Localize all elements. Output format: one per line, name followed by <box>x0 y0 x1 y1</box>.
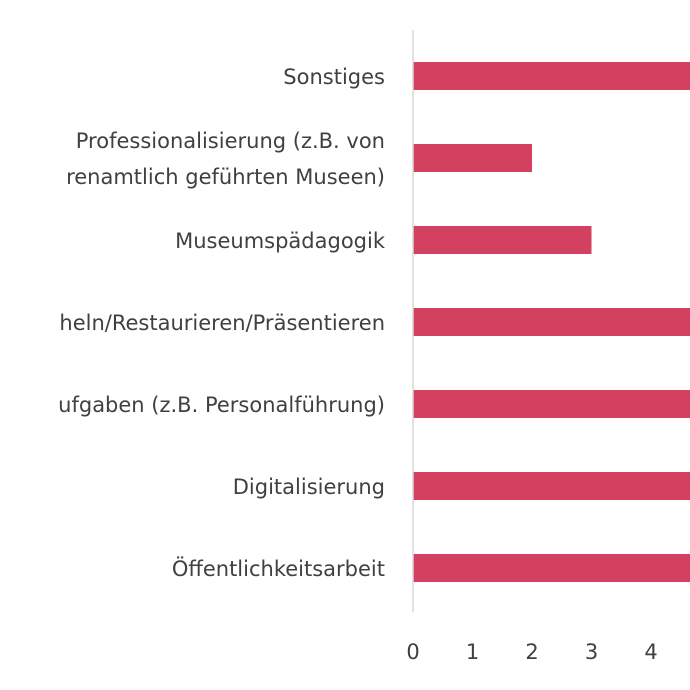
x-tick-label-1: 1 <box>466 640 479 664</box>
category-label-6: Öffentlichkeitsarbeit <box>172 556 385 581</box>
bars-layer <box>413 62 690 582</box>
category-label-3: heln/Restaurieren/Präsentieren <box>59 311 385 335</box>
bar-0 <box>413 62 690 90</box>
x-axis-ticks: 0 1 2 3 4 <box>406 640 657 664</box>
category-label-2: Museumspädagogik <box>175 229 386 253</box>
x-tick-label-4: 4 <box>644 640 657 664</box>
category-label-4: ufgaben (z.B. Personalführung) <box>58 393 385 417</box>
x-tick-label-2: 2 <box>525 640 538 664</box>
bar-5 <box>413 472 690 500</box>
category-label-1-line-1: renamtlich geführten Museen) <box>66 165 385 189</box>
bar-1 <box>413 144 532 172</box>
bar-2 <box>413 226 592 254</box>
x-tick-label-0: 0 <box>406 640 419 664</box>
bar-3 <box>413 308 690 336</box>
category-label-1-line-0: Professionalisierung (z.B. von <box>76 129 385 153</box>
category-label-5: Digitalisierung <box>233 475 385 499</box>
x-tick-label-3: 3 <box>585 640 598 664</box>
bar-6 <box>413 554 690 582</box>
category-labels: Sonstiges Professionalisierung (z.B. von r… <box>58 65 386 581</box>
category-label-0: Sonstiges <box>283 65 385 89</box>
bar-4 <box>413 390 690 418</box>
